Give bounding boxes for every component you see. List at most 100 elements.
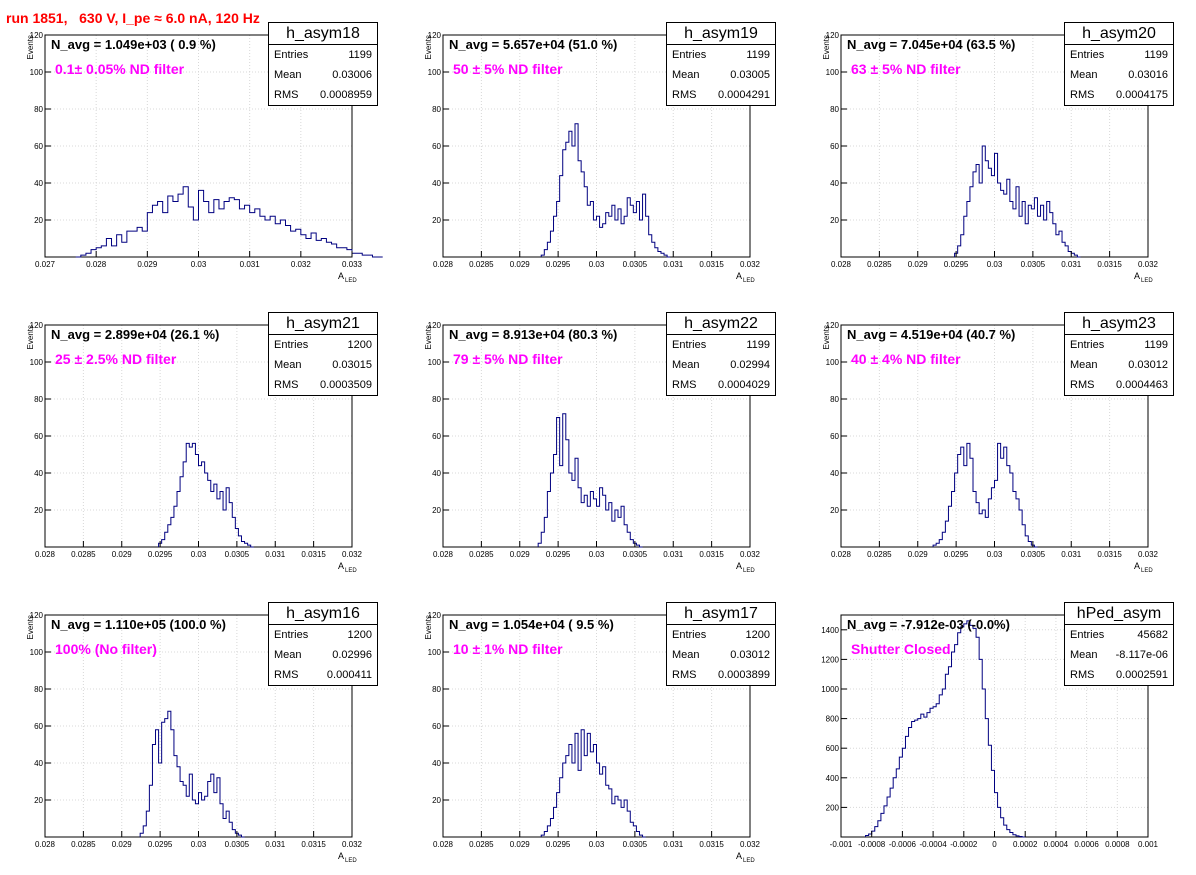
histogram-name: h_asym17 [667,603,775,625]
x-tick-label: 0.029 [112,550,133,559]
x-tick-label: 0.03 [191,260,207,269]
stats-row-mean: Mean 0.02996 [269,645,377,665]
x-tick-label: 0.031 [240,260,261,269]
x-axis-label: A [736,561,742,571]
x-tick-label: 0.0305 [225,550,250,559]
x-tick-label: 0.0295 [148,550,173,559]
y-tick-label: 600 [826,744,840,753]
histogram-panel: 0.028 0.0285 0.029 0.0295 0.03 0.0305 0.031 0.0… [398,585,796,875]
x-tick-label: 0.0285 [71,840,96,849]
stats-key: Mean [274,359,302,371]
y-tick-label: 120 [428,611,442,620]
stats-value: 0.000411 [326,669,372,681]
histogram-line [932,442,1038,548]
stats-box: h_asym16 Entries 1200 Mean 0.02996 RMS 0.00041… [268,602,378,686]
stats-value: 0.0008959 [320,89,372,101]
stats-row-rms: RMS 0.0004463 [1065,375,1173,395]
stats-row-entries: Entries 45682 [1065,625,1173,645]
stats-key: Mean [672,649,700,661]
x-tick-label: -0.0004 [920,840,948,849]
x-tick-label: 0.028 [86,260,107,269]
stats-value: 45682 [1137,629,1168,641]
histogram-panel: -0.001 -0.0008 -0.0006 -0.0004 -0.0002 0 0.000… [796,585,1194,875]
y-tick-label: 40 [830,469,839,478]
y-axis-label: Events [822,35,831,59]
stats-key: Entries [274,49,309,61]
x-tick-label: 0.0295 [944,260,969,269]
stats-row-mean: Mean 0.03015 [269,355,377,375]
histogram-name: h_asym18 [269,23,377,45]
stats-key: Entries [1070,339,1105,351]
x-tick-label: 0.032 [740,840,761,849]
y-tick-label: 80 [432,105,441,114]
stats-row-entries: Entries 1200 [269,625,377,645]
histogram-line [75,186,383,258]
y-tick-label: 80 [34,395,43,404]
x-tick-label: 0.029 [510,840,531,849]
x-tick-label: 0.031 [1061,550,1082,559]
stats-row-rms: RMS 0.0002591 [1065,665,1173,685]
filter-label: 0.1± 0.05% ND filter [55,61,185,77]
y-axis-label: Events [424,35,433,59]
navg-label: N_avg = 1.049e+03 ( 0.9 %) [51,37,216,52]
histogram-panel: 0.028 0.0285 0.029 0.0295 0.03 0.0305 0.031 0.0… [0,585,398,875]
y-axis-label: Events [424,325,433,349]
x-tick-label: 0.03 [191,840,207,849]
stats-key: Entries [672,339,707,351]
y-tick-label: 200 [826,803,840,812]
x-tick-label: 0.031 [1061,260,1082,269]
x-axis-label: A [736,851,742,861]
x-tick-label: 0.0315 [1097,260,1122,269]
stats-key: Mean [672,69,700,81]
y-tick-label: 20 [34,796,43,805]
x-tick-label: 0 [992,840,997,849]
x-tick-label: 0.0008 [1105,840,1130,849]
filter-label: 100% (No filter) [55,641,157,657]
x-tick-label: 0.0305 [623,550,648,559]
stats-key: Entries [1070,629,1105,641]
histogram-panel: 0.028 0.0285 0.029 0.0295 0.03 0.0305 0.031 0.0… [0,295,398,585]
stats-key: RMS [274,669,299,681]
y-tick-label: 100 [428,68,442,77]
x-tick-label: 0.0305 [623,840,648,849]
y-tick-label: 100 [30,648,44,657]
y-tick-label: 80 [34,105,43,114]
x-tick-label: 0.0295 [546,840,571,849]
x-tick-label: 0.0305 [623,260,648,269]
x-tick-label: 0.0285 [469,260,494,269]
x-tick-label: 0.0315 [1097,550,1122,559]
histogram-line [865,620,1026,838]
x-axis-label: A [338,271,344,281]
x-tick-label: 0.03 [589,260,605,269]
stats-key: RMS [672,669,697,681]
y-tick-label: 1400 [821,626,839,635]
x-tick-label: 0.0295 [546,550,571,559]
navg-label: N_avg = 2.899e+04 (26.1 %) [51,327,220,342]
stats-value: 1200 [347,629,372,641]
x-axis-label-subscript: LED [1141,568,1153,574]
stats-value: 0.0003899 [718,669,770,681]
filter-label: Shutter Closed [851,641,951,657]
filter-label: 40 ± 4% ND filter [851,351,961,367]
stats-box: h_asym21 Entries 1200 Mean 0.03015 RMS 0.00035… [268,312,378,396]
y-tick-label: 80 [432,395,441,404]
stats-key: Entries [672,629,707,641]
navg-label: N_avg = 1.110e+05 (100.0 %) [51,617,226,632]
stats-box: h_asym17 Entries 1200 Mean 0.03012 RMS 0.00038… [666,602,776,686]
x-tick-label: 0.027 [35,260,56,269]
filter-label: 50 ± 5% ND filter [453,61,563,77]
x-axis-label-subscript: LED [743,568,755,574]
x-tick-label: 0.0315 [301,550,326,559]
stats-key: RMS [1070,89,1095,101]
histogram-name: h_asym21 [269,313,377,335]
stats-row-entries: Entries 1199 [269,45,377,65]
x-tick-label: 0.0295 [944,550,969,559]
stats-value: -8.117e-06 [1115,649,1168,661]
navg-label: N_avg = 7.045e+04 (63.5 %) [847,37,1016,52]
y-axis-label: Events [26,325,35,349]
histogram-panel: 0.027 0.028 0.029 0.03 0.031 0.032 0.033 20 40 60… [0,5,398,295]
x-tick-label: 0.029 [510,550,531,559]
y-tick-label: 40 [432,469,441,478]
stats-value: 0.0004175 [1116,89,1168,101]
